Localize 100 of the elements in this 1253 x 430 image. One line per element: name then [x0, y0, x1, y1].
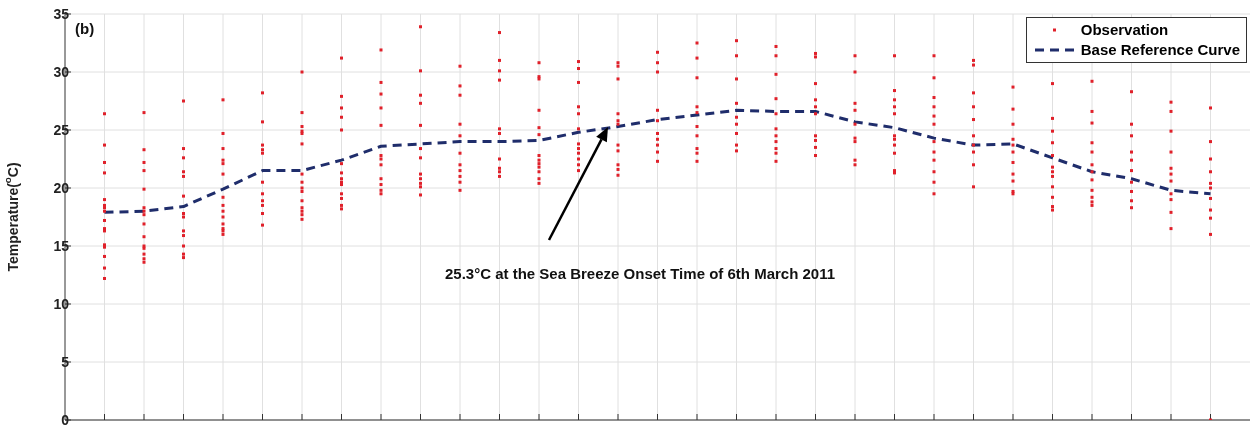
point	[853, 163, 857, 167]
point	[419, 181, 422, 185]
point	[221, 172, 225, 176]
point	[1090, 150, 1094, 154]
point	[261, 203, 264, 207]
point	[1051, 165, 1054, 169]
point	[1051, 195, 1054, 199]
point	[1090, 141, 1094, 145]
point	[893, 112, 896, 116]
point	[182, 147, 185, 151]
point	[774, 127, 778, 131]
point	[379, 80, 383, 84]
point	[1169, 150, 1173, 154]
point	[1051, 205, 1054, 209]
point	[1051, 141, 1054, 145]
point	[774, 112, 778, 116]
point	[735, 54, 738, 58]
point	[577, 157, 580, 161]
point	[1051, 185, 1054, 189]
point	[695, 159, 699, 163]
point	[419, 101, 422, 105]
point	[221, 158, 225, 162]
point	[261, 151, 264, 155]
point	[458, 163, 462, 167]
point	[577, 169, 580, 173]
point	[577, 80, 580, 84]
point	[458, 180, 462, 184]
point	[261, 91, 264, 95]
point	[932, 192, 936, 196]
point	[1169, 179, 1173, 183]
point	[656, 137, 659, 141]
point	[300, 213, 304, 217]
point	[735, 115, 738, 119]
point	[577, 142, 580, 146]
point	[656, 150, 659, 154]
point	[932, 54, 936, 58]
point	[932, 180, 936, 184]
point	[340, 203, 343, 207]
point	[1169, 166, 1173, 170]
point	[853, 122, 857, 126]
point	[1011, 172, 1015, 176]
point	[142, 111, 146, 115]
point	[340, 192, 343, 196]
point	[498, 157, 501, 161]
annotation: (b)	[75, 20, 95, 37]
point	[1130, 189, 1133, 193]
point	[893, 151, 896, 155]
point	[537, 133, 541, 137]
point	[1130, 90, 1133, 94]
point	[419, 156, 422, 160]
point	[616, 167, 620, 171]
point	[814, 105, 817, 109]
point	[1090, 79, 1094, 83]
point	[103, 266, 106, 270]
point	[300, 125, 304, 129]
point	[695, 41, 699, 45]
point	[261, 192, 264, 196]
point	[814, 55, 817, 59]
point	[1011, 143, 1015, 147]
point	[379, 48, 383, 52]
point	[774, 44, 778, 48]
point	[735, 122, 738, 126]
point	[1169, 172, 1173, 176]
point	[616, 149, 620, 153]
point	[537, 162, 541, 166]
point	[458, 134, 462, 138]
point	[221, 147, 225, 151]
point	[972, 150, 975, 154]
point	[814, 51, 817, 55]
point	[537, 181, 541, 185]
point	[893, 54, 896, 58]
point	[656, 108, 659, 112]
point	[419, 147, 422, 151]
point	[261, 180, 264, 184]
point	[853, 54, 857, 58]
point	[932, 140, 936, 144]
point	[1130, 150, 1133, 154]
point	[300, 186, 304, 190]
point	[1090, 163, 1094, 167]
point	[379, 92, 383, 96]
point	[616, 61, 620, 65]
point	[1209, 181, 1212, 185]
point	[656, 143, 659, 147]
point	[182, 252, 185, 256]
y-tick-label: 10	[53, 295, 70, 312]
point	[893, 105, 896, 109]
point	[340, 106, 343, 110]
point	[221, 222, 225, 226]
point	[498, 69, 501, 73]
point	[379, 154, 383, 158]
point	[1169, 129, 1173, 133]
point	[340, 171, 343, 175]
point	[498, 58, 501, 62]
point	[695, 125, 699, 129]
point	[300, 206, 304, 210]
point	[458, 188, 462, 192]
point	[1209, 232, 1212, 236]
point	[1209, 208, 1212, 212]
point	[379, 163, 383, 167]
point	[1209, 216, 1212, 220]
